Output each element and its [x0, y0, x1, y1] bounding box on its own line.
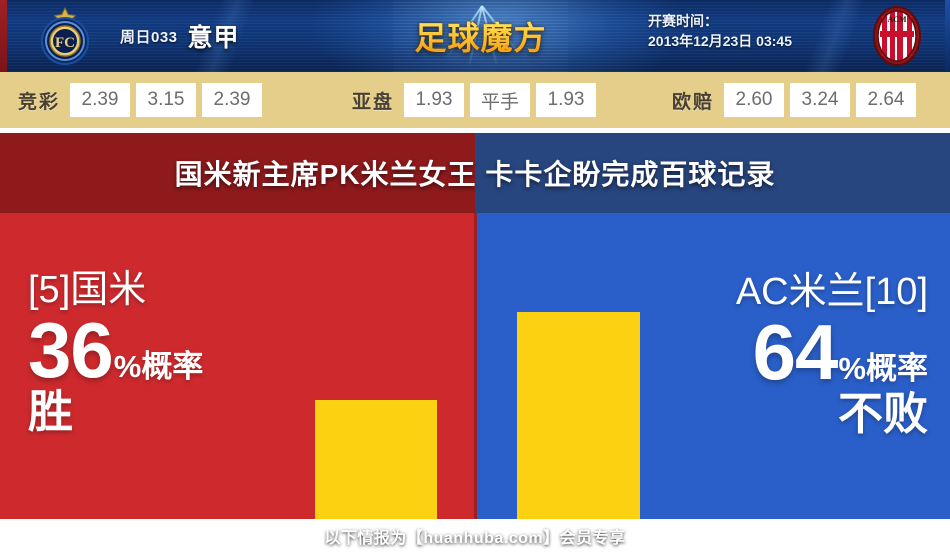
odds-cell[interactable]: 2.39 [70, 83, 131, 117]
header-bar: FC 周日033 意甲 足球魔方 开赛时间： 2013年12月23日 03:45 [0, 0, 950, 72]
footer-bar: 以下情报为【huanhuba.com】会员专享 [0, 519, 950, 552]
home-probability-value: 36 [28, 305, 114, 394]
headline-bar [0, 133, 950, 213]
header-diagonal-sheen-left [150, 0, 300, 72]
header-left-accent [0, 0, 7, 72]
away-team-stats: AC米兰[10] 64 %概率 不败 [735, 271, 928, 439]
odds-group-oupei: 欧赔 2.60 3.24 2.64 [672, 83, 917, 117]
home-probability-line: 36 %概率 [28, 305, 204, 394]
odds-separator [0, 128, 950, 133]
away-probability-bar [517, 312, 640, 519]
away-probability-suffix: %概率 [838, 350, 928, 386]
odds-group-label: 欧赔 [672, 91, 715, 113]
odds-group-yapan: 亚盘 1.93 平手 1.93 [352, 83, 597, 117]
home-probability-bar [315, 400, 437, 519]
home-outcome-label: 胜 [28, 385, 74, 437]
ac-milan-crest-icon: ACM [873, 6, 921, 66]
odds-cell[interactable]: 1.93 [536, 83, 597, 117]
home-team-name: [5]国米 [28, 269, 147, 311]
svg-text:FC: FC [55, 35, 75, 51]
odds-cell[interactable]: 1.93 [404, 83, 465, 117]
inter-milan-crest-icon: FC [41, 6, 89, 65]
odds-group-jingcai: 竞彩 2.39 3.15 2.39 [18, 83, 263, 117]
headline-text: 国米新主席PK米兰女王 卡卡企盼完成百球记录 [174, 159, 776, 190]
away-probability-value: 64 [752, 307, 839, 396]
odds-group-label: 竞彩 [18, 91, 61, 113]
match-label: 周日033 意甲 [120, 0, 420, 72]
home-probability-suffix: %概率 [113, 348, 204, 384]
kickoff-value: 2013年12月23日 03:45 [648, 33, 792, 50]
panel-divider [474, 213, 477, 519]
away-outcome-label: 不败 [837, 387, 928, 439]
header-right-accent [945, 0, 950, 72]
away-team-name: AC米兰[10] [735, 271, 928, 313]
match-league: 意甲 [187, 24, 240, 52]
odds-cell[interactable]: 3.15 [136, 83, 197, 117]
kickoff-time: 开赛时间： 2013年12月23日 03:45 [648, 11, 858, 52]
svg-text:ACM: ACM [887, 15, 907, 24]
brand-panel: 足球魔方 [393, 0, 568, 72]
odds-cell[interactable]: 2.39 [202, 83, 263, 117]
probability-chart: [5]国米 36 %概率 胜 AC米兰[10] 64 %概率 不败 [0, 213, 950, 519]
odds-cell[interactable]: 2.64 [856, 83, 917, 117]
brand-logo-text: 足球魔方 [393, 0, 568, 72]
odds-bar: 竞彩 2.39 3.15 2.39 亚盘 1.93 平手 1.93 欧赔 2.6… [0, 72, 950, 128]
footer-text: 以下情报为【huanhuba.com】会员专享 [324, 529, 626, 547]
headline-bar-left-half [0, 133, 475, 213]
away-team-panel: AC米兰[10] 64 %概率 不败 [475, 213, 950, 519]
odds-cell[interactable]: 平手 [470, 83, 531, 117]
match-round: 周日033 [120, 28, 178, 46]
odds-group-label: 亚盘 [352, 91, 395, 113]
away-probability-line: 64 %概率 [736, 307, 928, 396]
home-team-stats: [5]国米 36 %概率 胜 [28, 269, 204, 437]
odds-cell[interactable]: 3.24 [790, 83, 851, 117]
headline-bar-right-half [475, 133, 950, 213]
home-team-panel: [5]国米 36 %概率 胜 [0, 213, 475, 519]
odds-cell[interactable]: 2.60 [724, 83, 785, 117]
kickoff-label: 开赛时间： [648, 13, 718, 29]
